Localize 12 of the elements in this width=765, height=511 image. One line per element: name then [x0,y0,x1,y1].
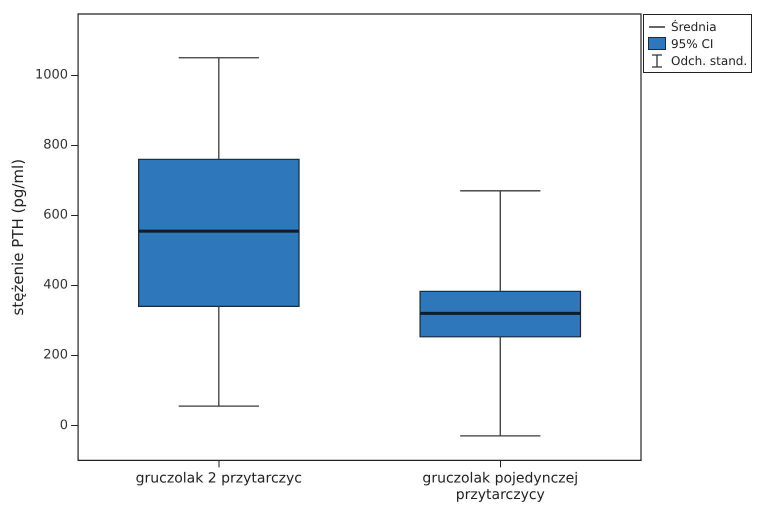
x-tick-label: gruczolak 2 przytarczyc [136,470,302,486]
y-tick-label: 400 [43,278,68,293]
y-tick-label: 800 [43,138,68,153]
text: Średnia [671,20,717,34]
y-tick-label: 200 [43,348,68,363]
text: 95% CI [671,36,714,50]
text: Odch. stand. [671,54,748,68]
y-axis-title: stężenie PTH (pg/ml) [8,158,27,316]
x-tick-label: gruczolak pojedynczej przytarczycy [422,470,578,504]
y-tick-label: 600 [43,208,68,223]
y-tick-label: 0 [60,418,68,433]
y-tick-label: 1000 [34,68,68,83]
